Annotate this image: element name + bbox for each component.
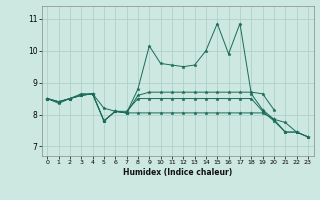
X-axis label: Humidex (Indice chaleur): Humidex (Indice chaleur) — [123, 168, 232, 177]
